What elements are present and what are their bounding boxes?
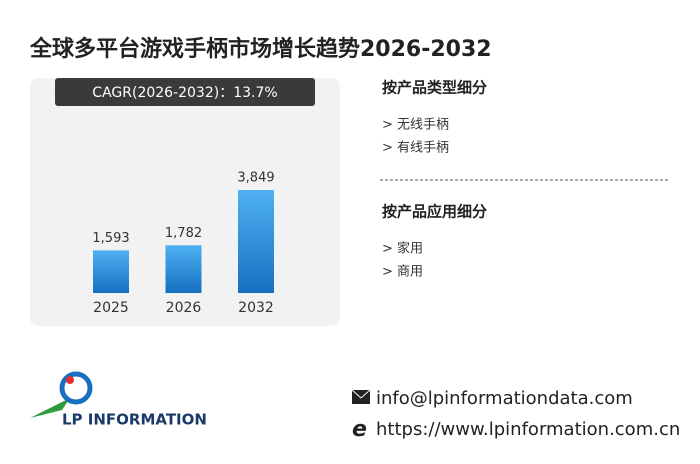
logo: LP INFORMATION: [30, 371, 207, 429]
section-title: 按产品应用细分: [382, 203, 487, 221]
bar: [165, 245, 202, 293]
section-item: > 无线手柄: [382, 118, 449, 133]
value-label: 1,593: [92, 231, 129, 246]
email-icon-flap: [351, 389, 371, 399]
logo-arrow: [30, 398, 70, 418]
value-label: 3,849: [237, 171, 274, 186]
value-label: 1,782: [165, 226, 202, 241]
section-item: > 有线手柄: [382, 141, 449, 156]
bar: [93, 250, 129, 293]
section-item: > 商用: [382, 265, 423, 280]
x-tick-label: 2032: [238, 300, 274, 316]
logo-text: LP INFORMATION: [62, 411, 207, 429]
bar-group: 1,593 2025 1,782 2026 3,849 2032: [92, 171, 274, 317]
x-tick-label: 2025: [93, 300, 129, 316]
cagr-label: CAGR(2026-2032)：13.7%: [92, 85, 277, 101]
logo-dot: [66, 376, 74, 384]
cagr-box: [55, 78, 315, 106]
section-title: 按产品类型细分: [382, 79, 487, 97]
chart-title: 全球多平台游戏手柄市场增长趋势2026-2032: [29, 36, 492, 62]
website: https://www.lpinformation.com.cn: [376, 419, 680, 440]
web-icon: e: [352, 417, 367, 442]
section-item: > 家用: [382, 241, 423, 257]
bar: [238, 190, 274, 293]
email: info@lpinformationdata.com: [376, 388, 633, 409]
logo-ring: [59, 371, 93, 405]
x-tick-label: 2026: [166, 300, 202, 316]
